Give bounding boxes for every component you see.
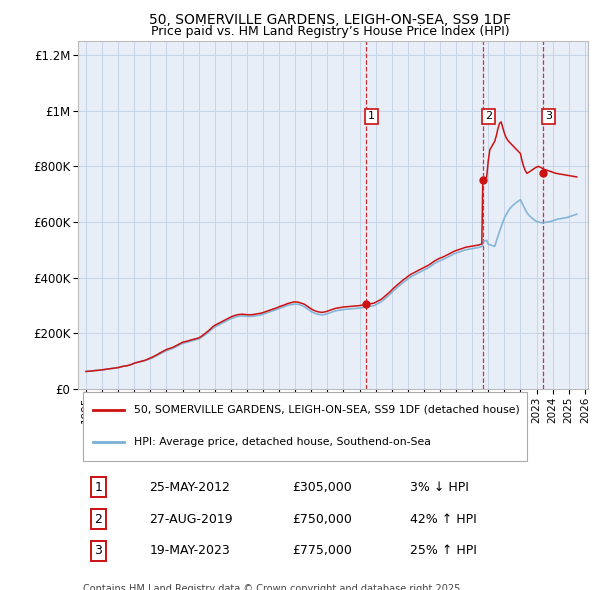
Text: £750,000: £750,000 [292,513,352,526]
Text: 2: 2 [485,112,493,122]
FancyBboxPatch shape [83,392,527,461]
Text: 3: 3 [94,545,103,558]
Text: 3: 3 [545,112,552,122]
Text: 42% ↑ HPI: 42% ↑ HPI [409,513,476,526]
Text: 2: 2 [94,513,103,526]
Text: 1: 1 [94,481,103,494]
Text: HPI: Average price, detached house, Southend-on-Sea: HPI: Average price, detached house, Sout… [134,437,431,447]
Text: £775,000: £775,000 [292,545,352,558]
Text: 50, SOMERVILLE GARDENS, LEIGH-ON-SEA, SS9 1DF (detached house): 50, SOMERVILLE GARDENS, LEIGH-ON-SEA, SS… [134,405,520,415]
Text: 25-MAY-2012: 25-MAY-2012 [149,481,230,494]
Text: 1: 1 [368,112,375,122]
Text: 25% ↑ HPI: 25% ↑ HPI [409,545,476,558]
Text: 19-MAY-2023: 19-MAY-2023 [149,545,230,558]
Text: Price paid vs. HM Land Registry’s House Price Index (HPI): Price paid vs. HM Land Registry’s House … [151,25,509,38]
Text: 3% ↓ HPI: 3% ↓ HPI [409,481,469,494]
Text: 27-AUG-2019: 27-AUG-2019 [149,513,233,526]
Text: £305,000: £305,000 [292,481,352,494]
Text: 50, SOMERVILLE GARDENS, LEIGH-ON-SEA, SS9 1DF: 50, SOMERVILLE GARDENS, LEIGH-ON-SEA, SS… [149,12,511,27]
Text: Contains HM Land Registry data © Crown copyright and database right 2025.
This d: Contains HM Land Registry data © Crown c… [83,584,463,590]
